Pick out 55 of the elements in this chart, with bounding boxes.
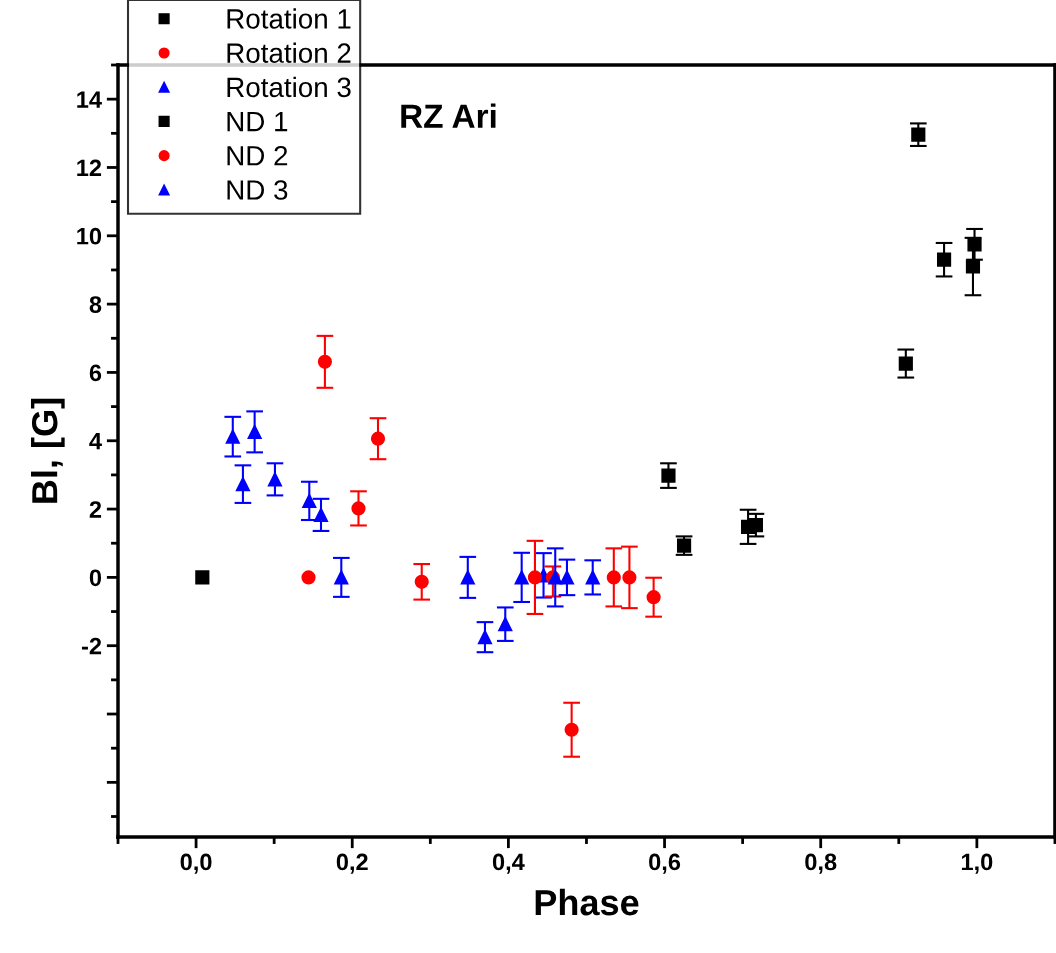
point [267,472,283,487]
legend-label: Rotation 3 [227,76,351,98]
legend-label: Rotation 1 [227,8,351,29]
point [514,570,529,585]
point [898,356,913,371]
point [622,570,637,585]
y-tick-label: 10 [77,227,102,245]
y-axis-title: Bl, [G] [30,398,65,503]
point [302,493,317,508]
point [460,570,475,585]
text: RZ Ari [401,103,496,128]
legend-label: ND 2 [227,145,288,166]
point [661,468,676,483]
point [606,570,621,585]
point [301,570,316,585]
point [351,501,366,516]
point [527,570,543,585]
point [313,507,329,522]
point [225,429,240,444]
point [477,630,493,645]
y-tick-label: 14 [77,91,102,108]
y-tick-label: 6 [89,364,102,382]
point [911,127,926,142]
point [967,237,982,252]
x-tick-label: 0,8 [805,853,837,874]
point [748,518,763,533]
x-tick-label: 0,0 [180,853,212,874]
point [585,570,600,585]
y-tick-label: 2 [89,501,102,518]
x-tick-label: 0,6 [649,853,681,874]
point [235,477,251,492]
y-tick-label: 0 [89,569,102,587]
point [646,590,661,605]
y-tick-label: 12 [77,159,102,177]
x-axis-title: Phase [535,888,639,916]
y-tick-label: 4 [89,433,102,450]
legend-label: ND 1 [227,112,288,132]
point [498,617,513,632]
point [195,570,210,585]
point [370,431,386,446]
point [564,722,579,737]
point [317,354,332,369]
y-tick-label: -2 [81,637,102,655]
point [559,570,575,585]
point [334,570,349,585]
x-tick-label: 0,2 [336,853,368,874]
point [965,259,981,274]
point [247,424,262,439]
x-tick-label: 0,4 [492,853,525,874]
legend-label: ND 3 [227,180,288,200]
legend-label: Rotation 2 [227,42,351,63]
point [414,574,429,589]
point [936,252,952,267]
y-tick-label: 8 [89,296,102,313]
x-tick-label: 1,0 [961,853,993,874]
